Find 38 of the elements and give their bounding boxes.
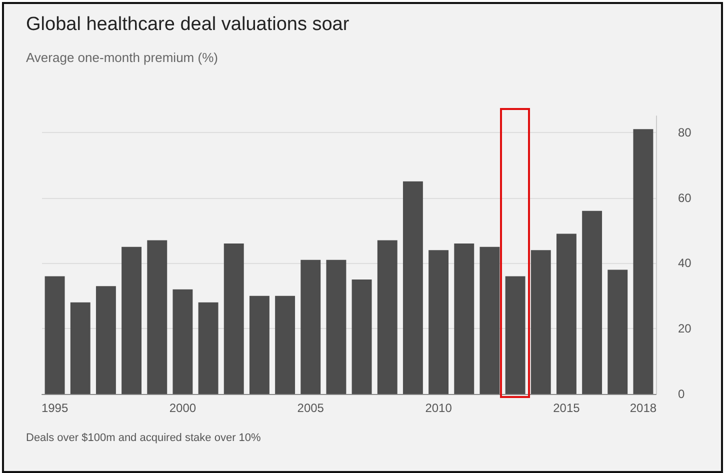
text: Deals over $100m and acquired stake over 10% [26,432,261,444]
x-tick-label: 2005 [297,401,324,415]
y-tick-label: 80 [678,125,692,140]
bar [480,246,500,394]
x-tick-label: 1995 [41,401,68,415]
bar [454,244,474,394]
bar [70,302,90,394]
bar [44,276,65,394]
bar [275,296,296,394]
bar [530,250,551,394]
bar [198,302,218,394]
bar [147,240,168,394]
x-tick-label: 2010 [425,401,452,415]
bar [224,244,244,394]
x-tick-label: 2015 [553,401,580,415]
bar [402,181,423,394]
bar [582,210,602,394]
bar [172,289,193,394]
x-tick-label: 2000 [169,401,196,415]
y-tick-label: 20 [678,322,692,336]
bar [249,296,270,394]
bar [352,280,372,394]
bar [122,246,142,394]
x-tick-label: 2018 [630,401,657,415]
bar [326,260,346,394]
chart-title: Global healthcare deal valuations soar [26,14,350,36]
y-tick-label: 60 [678,190,692,205]
bar [505,276,526,394]
y-tick-label: 0 [678,387,685,401]
bar [96,286,116,394]
bar [608,270,628,394]
bar [300,260,321,394]
chart-subtitle: Average one-month premium (%) [26,50,218,65]
y-tick-label: 40 [678,256,692,270]
bar [377,240,398,394]
bar [556,234,576,394]
bar [428,250,449,394]
bar [633,129,654,394]
